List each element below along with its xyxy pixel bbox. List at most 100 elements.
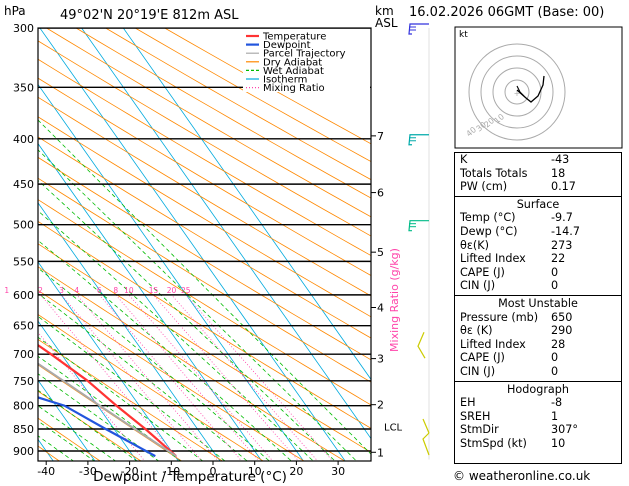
dry-adiabat-line <box>38 199 371 406</box>
wind-barb <box>422 432 430 456</box>
wet-adiabat-line <box>38 210 314 461</box>
mixing-ratio-label: 10 <box>124 286 134 295</box>
stmspd-value: 10 <box>551 436 566 450</box>
pressure-tick-label: 400 <box>13 133 34 146</box>
dry-adiabat-line <box>38 390 142 461</box>
mixing-ratio-label: 2 <box>38 286 43 295</box>
surface-li-row: Lifted Index 22 <box>455 252 621 266</box>
wet-adiabat-line <box>38 239 293 461</box>
hodograph: 10 20 30 40 + kt <box>454 26 623 149</box>
wind-barb <box>417 331 426 359</box>
pressure-tick-label: 850 <box>13 423 34 436</box>
lcl-label: LCL <box>384 423 403 434</box>
eh-label: EH <box>460 396 476 410</box>
parcel-trajectory-line <box>38 362 177 457</box>
surface-temp-row: Temp (°C) -9.7 <box>455 211 621 225</box>
wet-adiabat-line <box>38 292 248 461</box>
dry-adiabat-line <box>38 289 305 461</box>
stmspd-row: StmSpd (kt) 10 <box>455 437 621 451</box>
surface-cin-value: 0 <box>551 279 559 293</box>
mixing-ratio-line <box>98 294 241 460</box>
divider <box>455 195 621 197</box>
surface-dewp-row: Dewp (°C) -14.7 <box>455 225 621 239</box>
sreh-row: SREH 1 <box>455 410 621 424</box>
wind-barb <box>408 23 429 35</box>
mu-cin-row: CIN (J) 0 <box>455 365 621 379</box>
wet-adiabat-line <box>38 267 271 461</box>
mu-li-label: Lifted Index <box>460 337 526 351</box>
mixing-ratio-axis-title: Mixing Ratio (g/kg) <box>388 248 401 352</box>
height-tick-label: 5 <box>377 246 384 259</box>
dry-adiabat-line <box>38 266 346 461</box>
diagram-background-lines <box>0 1 371 467</box>
pw-label: PW (cm) <box>460 180 508 194</box>
surface-li-value: 22 <box>551 252 566 266</box>
legend-label: Mixing Ratio <box>263 83 325 94</box>
hodograph-ring <box>492 67 542 117</box>
dry-adiabat-line <box>45 28 371 218</box>
temperature-line <box>38 343 177 457</box>
pressure-tick-label: 450 <box>13 178 34 191</box>
hodograph-unit: kt <box>459 30 468 40</box>
surface-theta-value: 273 <box>551 238 573 252</box>
totals-totals-row: Totals Totals 18 <box>455 167 621 181</box>
legend-label: Parcel Trajectory <box>263 49 346 60</box>
mixing-ratio-label: 6 <box>97 286 102 295</box>
mu-pressure-label: Pressure (mb) <box>460 310 539 324</box>
mu-pressure-row: Pressure (mb) 650 <box>455 311 621 325</box>
hodograph-trace <box>516 75 545 103</box>
mu-li-value: 28 <box>551 337 566 351</box>
x-tick-label: -40 <box>37 465 55 478</box>
wind-barb <box>408 220 429 232</box>
mixing-ratio-label: 4 <box>74 286 79 295</box>
hodograph-center-mark: + <box>514 89 521 98</box>
wind-profile <box>408 23 430 460</box>
height-unit: km <box>375 4 394 18</box>
mu-theta-value: 290 <box>551 324 573 338</box>
forecast-date: 16.02.2026 06GMT (Base: 00) <box>409 5 605 20</box>
k-index-label: K <box>460 153 468 166</box>
mixing-ratio-line <box>185 294 332 460</box>
mu-cape-value: 0 <box>551 351 559 365</box>
mu-theta-label: θε (K) <box>460 324 493 338</box>
surface-cin-label: CIN (J) <box>460 279 496 293</box>
surface-theta-row: θε(K) 273 <box>455 239 621 253</box>
wind-barb <box>408 134 429 146</box>
mu-cape-row: CAPE (J) 0 <box>455 351 621 365</box>
x-tick-label: -10 <box>162 465 180 478</box>
dry-adiabat-line <box>38 314 264 461</box>
isotherm-line <box>38 261 179 461</box>
legend-background <box>243 29 370 92</box>
sreh-value: 1 <box>551 409 559 423</box>
location-title: 49°02'N 20°19'E 812m ASL <box>60 8 239 23</box>
sounding-series <box>38 343 177 458</box>
isotherm-line <box>81 28 371 440</box>
surface-temp-value: -9.7 <box>551 211 573 225</box>
plot-frame <box>37 27 372 462</box>
height-tick-label: 1 <box>377 446 384 459</box>
diagram-axes: 1 2 3 4 6 8 10 15 20 2530035040045050055060065070… <box>4 22 402 478</box>
mixing-ratio-label: 8 <box>113 286 118 295</box>
mixing-ratio-line <box>153 294 298 460</box>
height-tick-label: 3 <box>377 353 384 366</box>
surface-theta-label: θε(K) <box>460 238 489 252</box>
surface-li-label: Lifted Index <box>460 252 526 266</box>
copyright[interactable]: © weatheronline.co.uk <box>453 469 591 483</box>
mu-cin-label: CIN (J) <box>460 364 496 378</box>
dry-adiabat-line <box>38 417 101 461</box>
stmdir-value: 307° <box>551 423 578 437</box>
mu-li-row: Lifted Index 28 <box>455 338 621 352</box>
dry-adiabat-line <box>38 116 371 318</box>
wet-adiabat-line <box>38 149 358 461</box>
dry-adiabat-line <box>0 1 28 467</box>
eh-value: -8 <box>551 396 563 410</box>
legend-label: Temperature <box>262 32 326 43</box>
pressure-unit: hPa <box>4 4 26 18</box>
mu-cape-label: CAPE (J) <box>460 351 505 365</box>
height-tick-label: 6 <box>377 187 384 200</box>
hodograph-indices-title: Hodograph <box>507 382 569 396</box>
pressure-tick-label: 700 <box>13 348 34 361</box>
x-tick-label: 30 <box>331 465 345 478</box>
